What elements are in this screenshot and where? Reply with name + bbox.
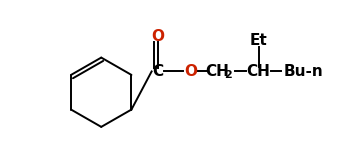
Text: CH: CH xyxy=(205,64,229,79)
Text: C: C xyxy=(152,64,164,79)
Text: O: O xyxy=(151,28,164,44)
Text: Et: Et xyxy=(250,33,267,48)
Text: 2: 2 xyxy=(224,70,231,80)
Text: Bu-n: Bu-n xyxy=(283,64,323,79)
Text: CH: CH xyxy=(247,64,270,79)
Text: O: O xyxy=(184,64,197,79)
